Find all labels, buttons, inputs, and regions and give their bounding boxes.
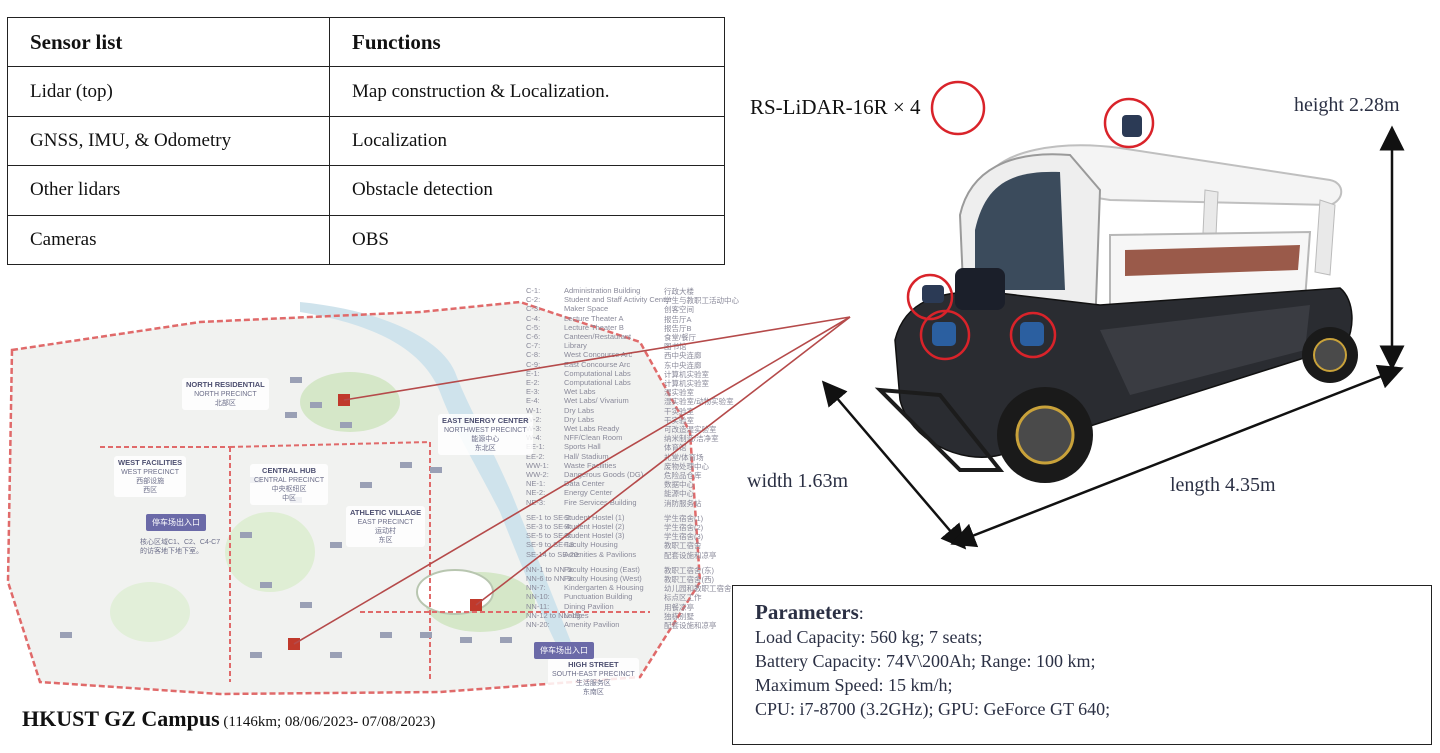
parameter-row: Maximum Speed: 15 km/h; — [755, 675, 953, 695]
parameter-row: Battery Capacity: 74V\200Ah; Range: 100 … — [755, 651, 1096, 671]
lidar-sensor-left — [922, 285, 944, 303]
table-cell: Map construction & Localization. — [329, 66, 725, 117]
map-legend-item: C-2: Student and Staff Activity Center 学生与… — [526, 295, 739, 305]
legend-code: C-1: — [526, 286, 541, 295]
green-area — [110, 582, 190, 642]
building — [240, 532, 252, 538]
parameters-title: Parameters — [755, 600, 859, 624]
building — [260, 582, 272, 588]
campus-caption-title: HKUST GZ Campus — [22, 706, 220, 731]
zone-label-west: WEST FACILITIES WEST PRECINCT 西部设施 西区 — [114, 456, 187, 497]
building — [250, 652, 262, 658]
vehicle-pillar — [1314, 199, 1336, 276]
length-arrow — [950, 364, 1404, 548]
rear-wheel-rim — [1313, 338, 1347, 372]
campus-boundary — [6, 300, 702, 696]
table-row: Cameras OBS — [7, 214, 725, 266]
table-header: Functions — [329, 16, 725, 68]
legend-cn: 行政大楼 — [664, 287, 694, 296]
parking-entrance-badge: 停车场出入口 — [534, 642, 594, 659]
parking-note: 核心区域C1、C2、C4-C7 的访客地下地下室。 — [140, 539, 221, 555]
highlight-circle — [1103, 97, 1155, 149]
parking-entrance-badge: 停车场出入口 — [146, 514, 206, 531]
table-header: Sensor list — [7, 16, 330, 68]
map-legend-item: C-3: Maker Space 创客空间 — [526, 304, 726, 315]
table-row: GNSS, IMU, & Odometry Localization — [7, 115, 725, 167]
legend-code: C-3: — [526, 304, 541, 314]
building — [60, 632, 72, 638]
campus-caption-detail: (1146km; 08/06/2023- 07/08/2023) — [223, 714, 436, 730]
table-row: Other lidars Obstacle detection — [7, 165, 725, 216]
table-cell: Cameras — [7, 214, 330, 266]
legend-cn: 学生与教职工活动中心 — [664, 296, 739, 306]
front-display — [955, 268, 1005, 310]
parameters-colon: : — [858, 603, 864, 623]
lidar-sensor-top — [1122, 115, 1142, 137]
width-label: width 1.63m — [747, 470, 849, 492]
length-label: length 4.35m — [1170, 474, 1276, 496]
table-cell: Localization — [329, 115, 725, 167]
legend-code: C-2: — [526, 295, 541, 305]
lidar-spec-label: RS-LiDAR-16R × 4 — [750, 95, 921, 119]
parameter-row: Load Capacity: 560 kg; 7 seats; — [755, 627, 983, 647]
highlight-circle — [906, 273, 954, 321]
table-cell: GNSS, IMU, & Odometry — [7, 115, 330, 167]
height-label: height 2.28m — [1294, 94, 1400, 116]
legend-cn: 创客空间 — [664, 305, 694, 315]
seat-cushion — [1125, 245, 1300, 276]
zone-label-north: NORTH RESIDENTIAL NORTH PRECINCT 北部区 — [182, 378, 269, 410]
parameter-row: CPU: i7-8700 (3.2GHz); GPU: GeForce GT 6… — [755, 699, 1111, 719]
lidar-sensor-right — [1020, 322, 1044, 346]
building — [330, 652, 342, 658]
width-arrow — [821, 380, 967, 550]
sensor-table: Sensor list Functions Lidar (top) Map co… — [7, 16, 725, 266]
zone-label-high-street: HIGH STREET SOUTH-EAST PRECINCT 生活服务区 东南区 — [548, 658, 639, 699]
table-header-row: Sensor list Functions — [7, 16, 725, 68]
windshield — [975, 171, 1065, 290]
parameters-box: Parameters: Load Capacity: 560 kg; 7 sea… — [732, 585, 1432, 745]
table-row: Lidar (top) Map construction & Localizat… — [7, 66, 725, 117]
vehicle-pillar — [1202, 189, 1219, 236]
building — [285, 412, 297, 418]
legend-name: Student and Staff Activity Center — [564, 295, 672, 305]
lidar-sensor-front — [932, 322, 956, 346]
campus-caption: HKUST GZ Campus (1146km; 08/06/2023- 07/… — [22, 706, 435, 732]
map-legend-item: C-1: Administration Building 行政大楼 — [526, 286, 726, 296]
lidar-count: 4 — [910, 95, 921, 119]
table-cell: Lidar (top) — [7, 66, 330, 117]
front-wheel-rim — [1015, 405, 1075, 465]
legend-name: Maker Space — [564, 304, 609, 314]
table-cell: Obstacle detection — [329, 165, 725, 216]
highlight-circle — [1009, 311, 1057, 359]
highlight-circle — [919, 309, 971, 361]
table-cell: OBS — [329, 214, 725, 266]
highlight-circle — [930, 80, 986, 136]
table-cell: Other lidars — [7, 165, 330, 216]
legend-name: Administration Building — [564, 286, 641, 295]
